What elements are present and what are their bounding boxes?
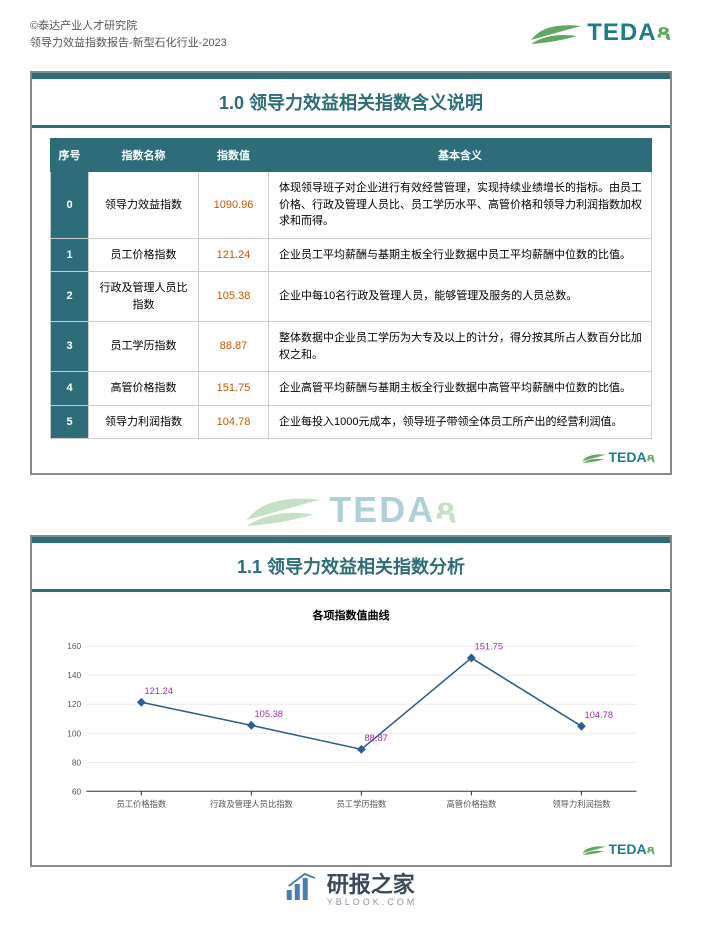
svg-text:80: 80: [72, 757, 82, 767]
index-table: 序号 指数名称 指数值 基本含义 0领导力效益指数1090.96体现领导班子对企…: [50, 138, 652, 439]
title-bar-bottom: [32, 125, 670, 128]
cell-val: 104.78: [199, 405, 269, 439]
line-chart: 60 80 100 120 140 160 员工价格指数 行政及管理人员比指数 员工学历指数 高管…: [50, 629, 652, 829]
cell-val: 151.75: [199, 372, 269, 406]
svg-text:120: 120: [67, 699, 81, 709]
footer-brand: 研报之家: [327, 867, 418, 899]
header-copyright: ©泰达产业人才研究院 领导力效益指数报告-新型石化行业-2023: [30, 18, 227, 51]
th-seq: 序号: [51, 139, 89, 172]
section-1-0: 1.0 领导力效益相关指数含义说明 序号 指数名称 指数值 基本含义 0领导力效…: [30, 71, 672, 475]
header-line1: ©泰达产业人才研究院: [30, 18, 227, 35]
th-name: 指数名称: [89, 139, 199, 172]
cell-val: 105.38: [199, 272, 269, 322]
small-logo-text-2: TEDA: [608, 841, 646, 857]
cell-val: 1090.96: [199, 172, 269, 239]
cell-seq: 4: [51, 372, 89, 406]
small-leaf-icon: [580, 451, 608, 465]
table-container: 序号 指数名称 指数值 基本含义 0领导力效益指数1090.96体现领导班子对企…: [32, 138, 670, 447]
cell-desc: 企业高管平均薪酬与基期主板全行业数据中高管平均薪酬中位数的比值。: [269, 372, 652, 406]
cell-seq: 2: [51, 272, 89, 322]
logo-leaf-icon: [529, 18, 583, 48]
section-1-1: 1.1 领导力效益相关指数分析 各项指数值曲线 60 80 100 120 140 160…: [30, 535, 672, 867]
small-leaf-icon-2: [580, 843, 608, 857]
cell-seq: 3: [51, 322, 89, 372]
section2-footer-logo: TEDAጻ: [32, 839, 670, 865]
cell-seq: 5: [51, 405, 89, 439]
svg-text:160: 160: [67, 641, 81, 651]
svg-text:151.75: 151.75: [475, 642, 504, 652]
watermark-suffix-icon: ጻ: [435, 489, 459, 530]
table-row: 5领导力利润指数104.78企业每投入1000元成本，领导班子带领全体员工所产出…: [51, 405, 652, 439]
svg-text:高管价格指数: 高管价格指数: [447, 799, 497, 809]
cell-val: 121.24: [199, 238, 269, 272]
small-logo-text: TEDA: [608, 449, 646, 465]
cell-desc: 整体数据中企业员工学历为大专及以上的计分，得分按其所占人数百分比加权之和。: [269, 322, 652, 372]
header-line2: 领导力效益指数报告-新型石化行业-2023: [30, 35, 227, 52]
section-footer-logo: TEDAጻ: [32, 447, 670, 473]
cell-name: 领导力利润指数: [89, 405, 199, 439]
small-logo-suffix-icon: ጻ: [647, 449, 655, 465]
table-row: 1员工价格指数121.24企业员工平均薪酬与基期主板全行业数据中员工平均薪酬中位…: [51, 238, 652, 272]
cell-desc: 企业员工平均薪酬与基期主板全行业数据中员工平均薪酬中位数的比值。: [269, 238, 652, 272]
cell-seq: 1: [51, 238, 89, 272]
table-row: 2行政及管理人员比指数105.38企业中每10名行政及管理人员，能够管理及服务的…: [51, 272, 652, 322]
footer-text-block: 研报之家 YBLOOK.COM: [327, 867, 418, 907]
cell-seq: 0: [51, 172, 89, 239]
svg-text:140: 140: [67, 670, 81, 680]
footer-chart-icon: [285, 872, 319, 902]
cell-name: 高管价格指数: [89, 372, 199, 406]
chart-container: 各项指数值曲线 60 80 100 120 140 160 员工价格指数 行政及管理人员比指数…: [32, 602, 670, 839]
svg-text:88.87: 88.87: [364, 733, 387, 743]
svg-text:员工价格指数: 员工价格指数: [116, 799, 166, 809]
th-val: 指数值: [199, 139, 269, 172]
cell-desc: 体现领导班子对企业进行有效经营管理，实现持续业绩增长的指标。由员工价格、行政及管…: [269, 172, 652, 239]
small-logo-suffix-icon-2: ጻ: [647, 841, 655, 857]
table-row: 4高管价格指数151.75企业高管平均薪酬与基期主板全行业数据中高管平均薪酬中位…: [51, 372, 652, 406]
header-logo: TEDAጻ: [529, 18, 672, 48]
cell-name: 员工价格指数: [89, 238, 199, 272]
cell-name: 领导力效益指数: [89, 172, 199, 239]
watermark-leaf-icon: [243, 488, 323, 532]
svg-text:121.24: 121.24: [144, 686, 173, 696]
chart-title: 各项指数值曲线: [50, 607, 652, 623]
cell-val: 88.87: [199, 322, 269, 372]
section-2-title: 1.1 领导力效益相关指数分析: [32, 543, 670, 589]
cell-name: 员工学历指数: [89, 322, 199, 372]
svg-text:行政及管理人员比指数: 行政及管理人员比指数: [210, 799, 294, 809]
cell-name: 行政及管理人员比指数: [89, 272, 199, 322]
table-row: 0领导力效益指数1090.96体现领导班子对企业进行有效经营管理，实现持续业绩增…: [51, 172, 652, 239]
section-1-title: 1.0 领导力效益相关指数含义说明: [32, 79, 670, 125]
svg-text:领导力利润指数: 领导力利润指数: [552, 799, 611, 809]
cell-desc: 企业每投入1000元成本，领导班子带领全体员工所产出的经营利润值。: [269, 405, 652, 439]
title-bar-bottom-2: [32, 589, 670, 592]
footer-watermark: 研报之家 YBLOOK.COM: [285, 867, 418, 907]
svg-text:100: 100: [67, 728, 81, 738]
logo-suffix-icon: ጻ: [657, 19, 672, 46]
th-desc: 基本含义: [269, 139, 652, 172]
logo-text: TEDAጻ: [587, 19, 672, 47]
svg-text:员工学历指数: 员工学历指数: [336, 799, 386, 809]
footer-url: YBLOOK.COM: [327, 897, 418, 907]
mid-watermark: TEDAጻ: [243, 488, 459, 532]
table-row: 3员工学历指数88.87整体数据中企业员工学历为大专及以上的计分，得分按其所占人…: [51, 322, 652, 372]
svg-text:105.38: 105.38: [254, 709, 283, 719]
cell-desc: 企业中每10名行政及管理人员，能够管理及服务的人员总数。: [269, 272, 652, 322]
svg-text:104.78: 104.78: [585, 710, 614, 720]
watermark-text: TEDAጻ: [329, 489, 459, 532]
table-header-row: 序号 指数名称 指数值 基本含义: [51, 139, 652, 172]
svg-text:60: 60: [72, 786, 82, 796]
page-header: ©泰达产业人才研究院 领导力效益指数报告-新型石化行业-2023 TEDAጻ: [30, 18, 672, 51]
